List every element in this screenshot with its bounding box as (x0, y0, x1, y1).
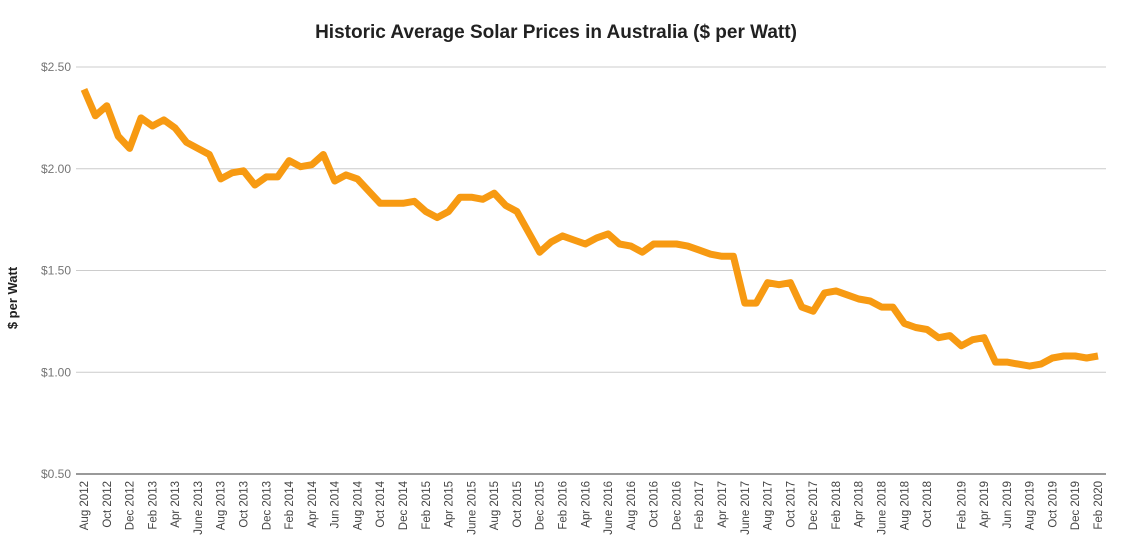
x-tick-label: Oct 2012 (102, 481, 114, 528)
x-tick-label: Feb 2014 (284, 480, 296, 529)
x-tick-label: Aug 2016 (626, 481, 638, 530)
x-tick-label: Aug 2014 (352, 480, 364, 530)
x-tick-label: Oct 2013 (239, 481, 251, 528)
x-tick-label: Apr 2016 (580, 481, 592, 528)
x-tick-label: Oct 2016 (649, 481, 661, 528)
x-tick-label: Oct 2014 (375, 480, 387, 527)
x-axis-ticks: Aug 2012 Oct 2012 Dec 2012 Feb 2013 Apr 2013… (79, 480, 1105, 534)
y-axis-ticks: $0.50 $1.00 $1.50 $2.00 $2.50 (41, 60, 71, 481)
x-tick-label: Feb 2019 (956, 481, 968, 530)
x-tick-label: Dec 2017 (808, 481, 820, 530)
x-tick-label: Feb 2017 (694, 481, 706, 530)
x-tick-label: Apr 2018 (854, 481, 866, 528)
y-tick-label: $0.50 (41, 467, 71, 481)
x-tick-label: Dec 2019 (1070, 481, 1082, 530)
x-tick-label: Dec 2013 (261, 481, 273, 530)
x-tick-label: Dec 2014 (398, 480, 410, 530)
x-tick-label: Aug 2019 (1025, 481, 1037, 530)
x-tick-label: Feb 2018 (831, 481, 843, 530)
x-tick-label: Apr 2019 (979, 481, 991, 528)
gridlines (76, 66, 1106, 475)
x-tick-label: Dec 2015 (535, 481, 547, 530)
x-tick-label: Feb 2015 (421, 481, 433, 530)
x-tick-label: Apr 2015 (444, 481, 456, 528)
x-tick-label: Oct 2017 (785, 481, 797, 528)
y-axis-label: $ per Watt (5, 266, 20, 329)
x-tick-label: Oct 2015 (512, 481, 524, 528)
x-tick-label: Jun 2014 (330, 480, 342, 528)
x-tick-label: Aug 2017 (763, 481, 775, 530)
x-tick-label: Feb 2013 (147, 481, 159, 530)
x-tick-label: June 2018 (877, 481, 889, 535)
series-line (80, 88, 1099, 370)
x-tick-label: Feb 2016 (558, 481, 570, 530)
x-tick-label: June 2015 (466, 481, 478, 535)
x-tick-label: Aug 2013 (216, 481, 228, 530)
y-tick-label: $1.00 (41, 365, 71, 379)
chart-title: Historic Average Solar Prices in Austral… (315, 22, 797, 43)
y-tick-label: $1.50 (41, 264, 71, 278)
x-tick-label: Dec 2016 (671, 481, 683, 530)
x-tick-label: Apr 2014 (307, 480, 319, 527)
x-tick-label: Feb 2020 (1093, 481, 1105, 530)
x-tick-label: Jun 2019 (1002, 481, 1014, 528)
x-tick-label: Aug 2015 (489, 481, 501, 530)
x-tick-label: Apr 2017 (717, 481, 729, 528)
y-tick-label: $2.50 (41, 60, 71, 74)
x-tick-label: Aug 2012 (79, 481, 91, 530)
x-tick-label: June 2016 (603, 481, 615, 535)
x-tick-label: Aug 2018 (899, 481, 911, 530)
x-tick-label: Dec 2012 (125, 481, 137, 530)
x-tick-label: June 2017 (740, 481, 752, 535)
x-tick-label: Apr 2013 (170, 481, 182, 528)
x-tick-label: June 2013 (193, 481, 205, 535)
y-tick-label: $2.00 (41, 162, 71, 176)
x-tick-label: Oct 2018 (922, 481, 934, 528)
series-layer (80, 88, 1099, 370)
x-tick-label: Oct 2019 (1047, 481, 1059, 528)
